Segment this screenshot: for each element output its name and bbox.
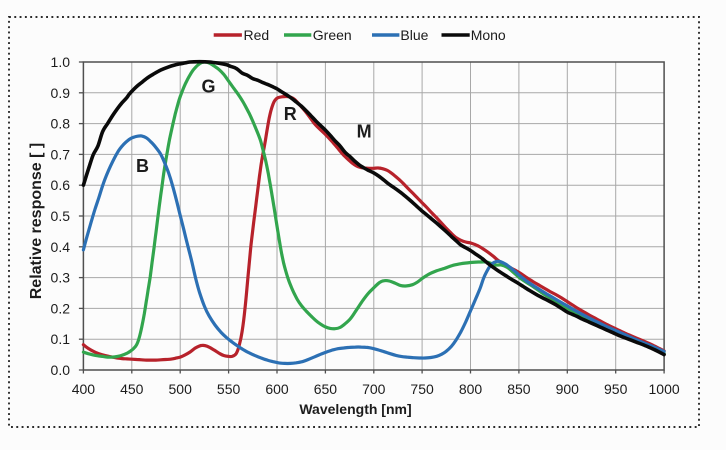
svg-text:Green: Green [313,27,352,43]
svg-text:700: 700 [362,381,386,397]
svg-text:0.5: 0.5 [51,208,71,224]
svg-text:Relative response [ ]: Relative response [ ] [28,143,45,300]
svg-text:0.4: 0.4 [51,239,71,255]
svg-text:Blue: Blue [400,27,428,43]
svg-text:850: 850 [507,381,531,397]
svg-text:Wavelength [nm]: Wavelength [nm] [299,401,411,417]
svg-text:400: 400 [72,381,96,397]
svg-text:0.7: 0.7 [51,146,71,162]
svg-text:900: 900 [556,381,580,397]
svg-text:550: 550 [217,381,241,397]
svg-text:1000: 1000 [649,381,680,397]
svg-text:0.0: 0.0 [51,362,71,378]
svg-text:0.3: 0.3 [51,270,71,286]
svg-text:500: 500 [169,381,193,397]
svg-text:450: 450 [120,381,144,397]
svg-text:650: 650 [314,381,338,397]
svg-text:G: G [201,77,215,97]
svg-text:750: 750 [410,381,434,397]
svg-text:M: M [357,122,372,142]
svg-text:B: B [136,156,149,176]
svg-text:0.6: 0.6 [51,177,71,193]
svg-text:Red: Red [244,27,270,43]
svg-text:950: 950 [604,381,628,397]
svg-text:0.9: 0.9 [51,85,71,101]
svg-text:600: 600 [265,381,289,397]
svg-text:Mono: Mono [471,27,506,43]
svg-text:800: 800 [459,381,483,397]
svg-text:0.1: 0.1 [51,331,71,347]
svg-text:0.2: 0.2 [51,300,71,316]
svg-text:R: R [284,104,297,124]
svg-text:1.0: 1.0 [51,54,71,70]
svg-text:0.8: 0.8 [51,116,71,132]
